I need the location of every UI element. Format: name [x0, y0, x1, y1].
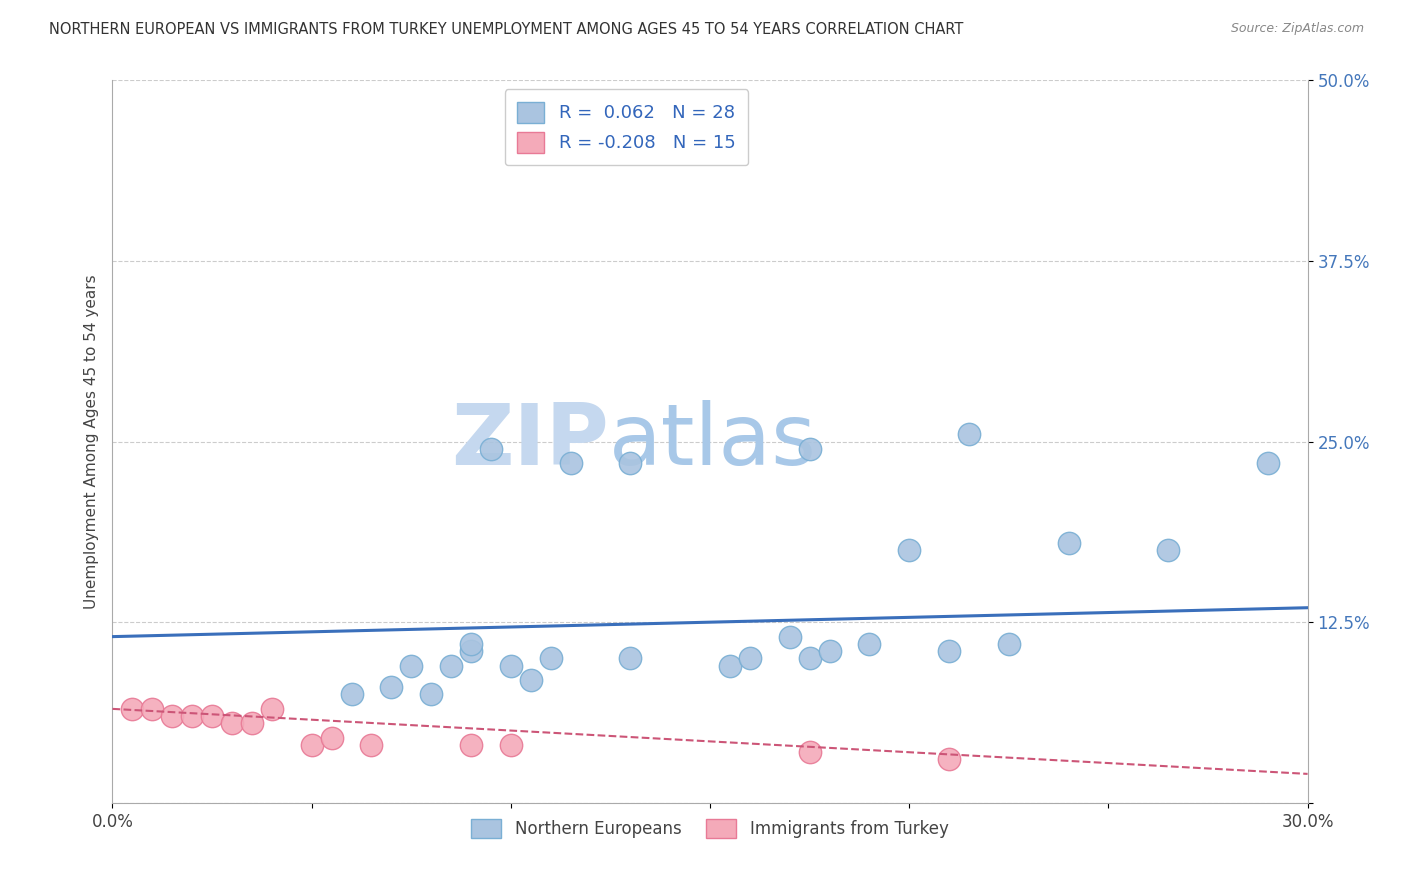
Point: [360, 738, 382, 752]
Point: [460, 644, 482, 658]
Point: [1257, 456, 1279, 470]
Point: [520, 673, 543, 687]
Text: atlas: atlas: [609, 400, 817, 483]
Point: [540, 651, 562, 665]
Point: [141, 702, 163, 716]
Point: [321, 731, 343, 745]
Point: [799, 745, 821, 759]
Point: [301, 738, 323, 752]
Point: [1057, 535, 1080, 549]
Point: [619, 456, 641, 470]
Point: [201, 709, 224, 723]
Point: [380, 680, 402, 694]
Point: [499, 738, 522, 752]
Point: [619, 651, 641, 665]
Point: [340, 687, 363, 701]
Point: [799, 442, 821, 456]
Point: [938, 752, 960, 766]
Point: [221, 716, 243, 731]
Point: [162, 709, 183, 723]
Y-axis label: Unemployment Among Ages 45 to 54 years: Unemployment Among Ages 45 to 54 years: [83, 274, 98, 609]
Point: [240, 716, 263, 731]
Point: [718, 658, 741, 673]
Point: [460, 637, 482, 651]
Point: [779, 630, 801, 644]
Point: [479, 442, 502, 456]
Point: [738, 651, 761, 665]
Point: [560, 456, 582, 470]
Text: ZIP: ZIP: [451, 400, 609, 483]
Point: [799, 651, 821, 665]
Point: [260, 702, 283, 716]
Point: [957, 427, 980, 442]
Point: [420, 687, 443, 701]
Point: [401, 658, 423, 673]
Point: [1157, 542, 1180, 557]
Point: [858, 637, 880, 651]
Point: [460, 738, 482, 752]
Point: [938, 644, 960, 658]
Point: [898, 542, 921, 557]
Point: [121, 702, 143, 716]
Point: [181, 709, 204, 723]
Point: [818, 644, 841, 658]
Point: [499, 658, 522, 673]
Legend: Northern Europeans, Immigrants from Turkey: Northern Europeans, Immigrants from Turk…: [465, 813, 955, 845]
Point: [998, 637, 1021, 651]
Point: [440, 658, 463, 673]
Text: Source: ZipAtlas.com: Source: ZipAtlas.com: [1230, 22, 1364, 36]
Text: NORTHERN EUROPEAN VS IMMIGRANTS FROM TURKEY UNEMPLOYMENT AMONG AGES 45 TO 54 YEA: NORTHERN EUROPEAN VS IMMIGRANTS FROM TUR…: [49, 22, 963, 37]
